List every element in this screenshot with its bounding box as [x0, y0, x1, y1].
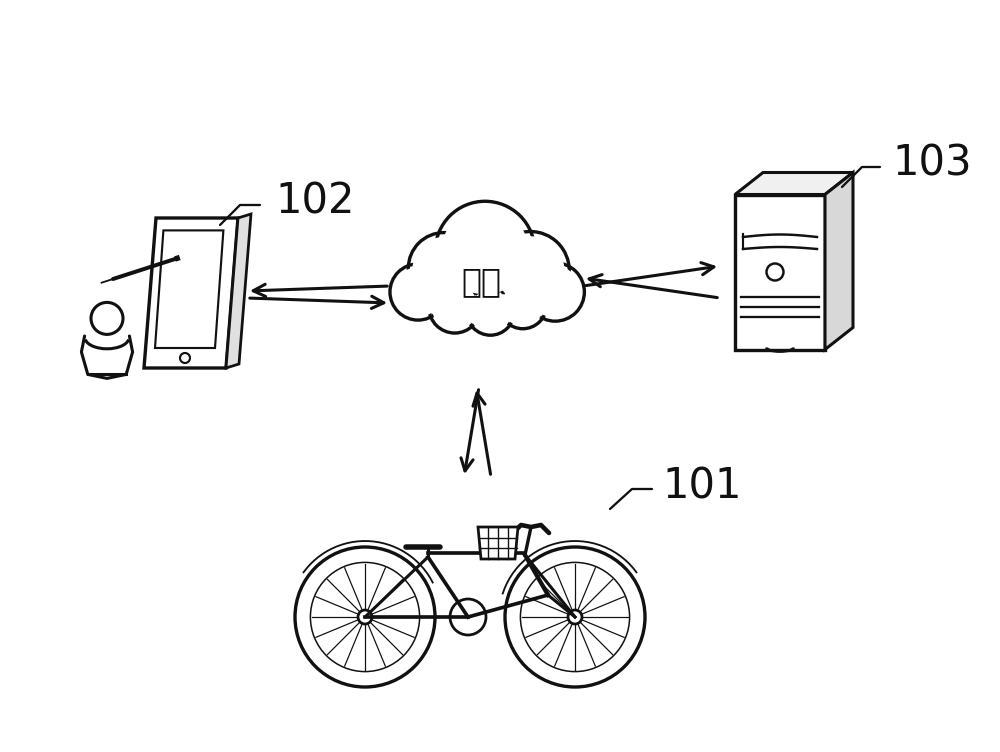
- Text: 103: 103: [892, 143, 972, 185]
- Circle shape: [390, 264, 446, 320]
- Circle shape: [497, 237, 564, 304]
- Polygon shape: [155, 230, 223, 348]
- Polygon shape: [144, 218, 238, 368]
- Circle shape: [442, 208, 528, 294]
- Circle shape: [526, 263, 584, 321]
- Circle shape: [530, 267, 580, 317]
- Text: 101: 101: [662, 466, 742, 508]
- Circle shape: [505, 547, 645, 687]
- Polygon shape: [478, 527, 518, 559]
- Circle shape: [435, 202, 535, 301]
- Text: 网络: 网络: [461, 265, 501, 299]
- Circle shape: [432, 285, 477, 329]
- Circle shape: [491, 232, 569, 309]
- Circle shape: [499, 281, 547, 329]
- Polygon shape: [735, 172, 853, 195]
- Circle shape: [568, 610, 582, 624]
- Circle shape: [467, 288, 514, 335]
- Circle shape: [295, 547, 435, 687]
- Circle shape: [408, 232, 480, 304]
- Polygon shape: [226, 214, 251, 368]
- Polygon shape: [825, 172, 853, 350]
- Circle shape: [413, 238, 475, 299]
- Circle shape: [358, 610, 372, 624]
- Polygon shape: [735, 195, 825, 350]
- Circle shape: [502, 284, 543, 326]
- Circle shape: [429, 281, 481, 333]
- Text: 102: 102: [275, 181, 354, 223]
- Circle shape: [470, 291, 511, 332]
- Circle shape: [394, 268, 442, 316]
